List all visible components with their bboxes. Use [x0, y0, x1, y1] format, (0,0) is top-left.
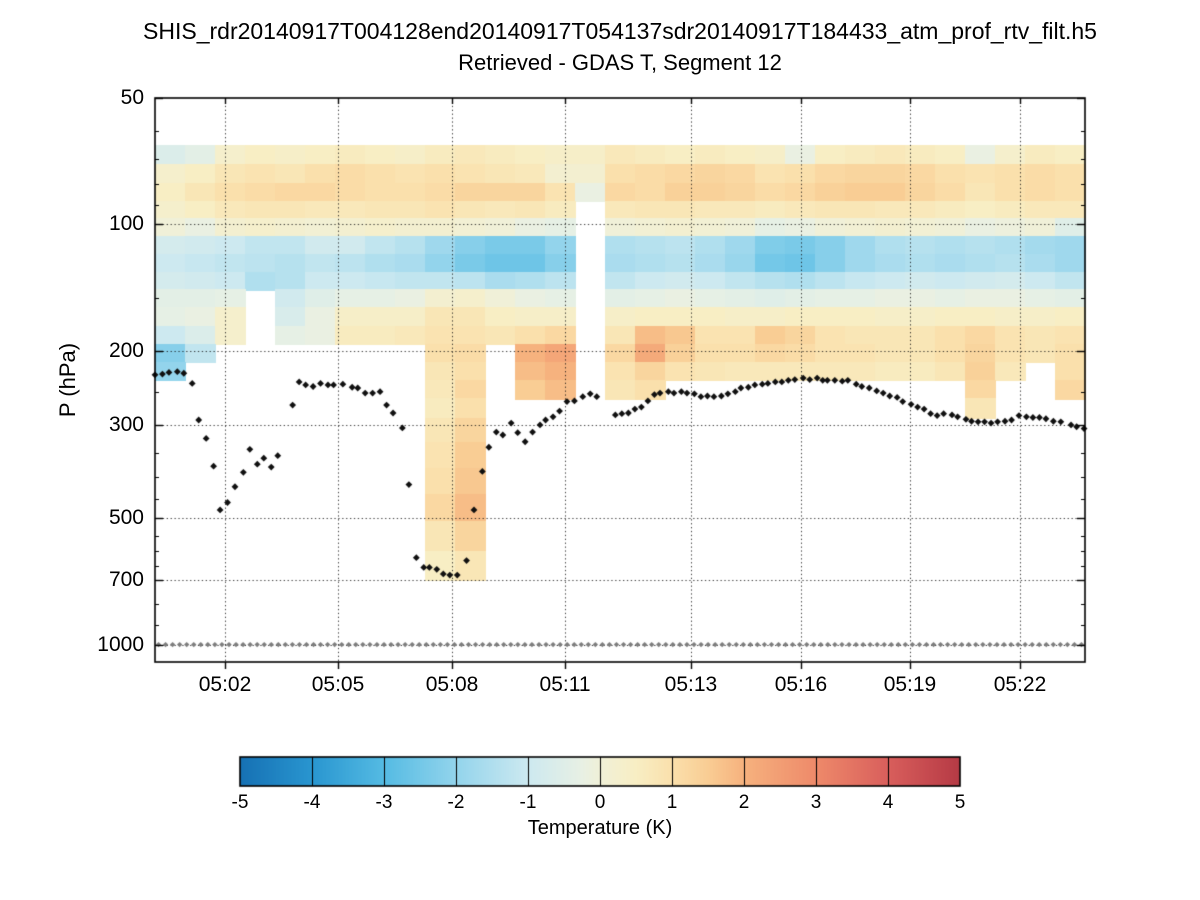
x-tick-label: 05:02 — [198, 673, 252, 696]
y-tick-label: 200 — [108, 338, 144, 362]
x-tick-label: 05:19 — [883, 673, 937, 696]
x-tick-label: 05:11 — [539, 673, 591, 696]
colorbar-tick-label: 2 — [738, 792, 750, 813]
x-tick-label: 05:05 — [311, 673, 365, 696]
plot-subtitle: Retrieved - GDAS T, Segment 12 — [458, 50, 782, 75]
colorbar-tick-label: -2 — [447, 792, 465, 813]
x-tick-label: 05:16 — [774, 673, 828, 696]
y-tick-label: 700 — [108, 567, 144, 591]
page-title: SHIS_rdr20140917T004128end20140917T05413… — [143, 18, 1097, 44]
colorbar-tick-label: 4 — [882, 792, 894, 813]
x-tick-label: 05:22 — [993, 673, 1047, 696]
colorbar-tick-label: 5 — [954, 792, 966, 813]
x-tick-label: 05:08 — [425, 673, 479, 696]
colorbar-tick-label: 1 — [666, 792, 678, 813]
colorbar-tick-label: 3 — [810, 792, 822, 813]
y-tick-label: 300 — [108, 412, 144, 436]
y-tick-label: 1000 — [97, 632, 144, 656]
y-tick-label: 100 — [108, 212, 144, 236]
colorbar-tick-label: -1 — [519, 792, 537, 813]
y-tick-label: 500 — [108, 506, 144, 530]
colorbar-tick-label: -5 — [231, 792, 249, 813]
colorbar-tick-label: 0 — [594, 792, 606, 813]
x-tick-label: 05:13 — [664, 673, 718, 696]
colorbar-tick-label: -3 — [375, 792, 393, 813]
colorbar-label: Temperature (K) — [527, 817, 673, 839]
colorbar-tick-label: -4 — [303, 792, 321, 813]
y-tick-label: 50 — [120, 86, 144, 109]
